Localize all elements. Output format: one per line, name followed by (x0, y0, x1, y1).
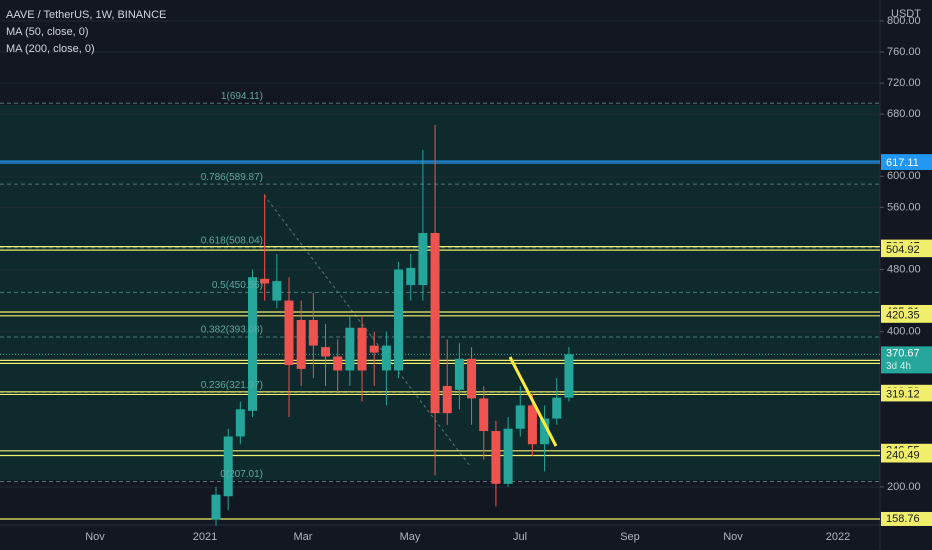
fib-label: 0.5(450.56) (212, 280, 263, 291)
candle-body (260, 278, 270, 284)
x-tick-label: Nov (723, 531, 743, 543)
price-box (881, 387, 932, 402)
last-price-box (881, 346, 932, 374)
price-box (881, 308, 932, 323)
candle-body (284, 300, 294, 366)
candle-body (296, 319, 306, 369)
x-tick-label: Nov (85, 531, 105, 543)
y-tick-label: 720.00 (887, 77, 921, 89)
x-tick-label: Sep (620, 531, 640, 543)
candle-body (235, 409, 245, 437)
price-box (881, 243, 932, 258)
price-label: 158.76 (886, 513, 920, 525)
price-box (881, 156, 932, 171)
y-tick-label: 800.00 (887, 15, 921, 27)
candle-body (381, 345, 391, 371)
x-tick-label: May (400, 531, 421, 543)
price-label: 319.12 (886, 388, 920, 400)
candle-body (394, 269, 404, 371)
candle-body (345, 327, 355, 371)
price-label: 617.11 (886, 157, 919, 169)
price-label: 504.92 (886, 244, 920, 256)
price-box (881, 448, 932, 463)
y-tick-label: 600.00 (887, 170, 921, 182)
candle-body (406, 267, 416, 286)
candle-body (442, 385, 452, 414)
trend-line (508, 356, 558, 447)
candle-body (552, 397, 562, 419)
price-label: 240.49 (886, 449, 920, 461)
y-tick-label: 400.00 (887, 326, 921, 338)
fib-zone (0, 105, 880, 480)
fib-label: 0.618(508.04) (201, 235, 263, 246)
y-tick-label: 480.00 (887, 263, 921, 275)
chart-title: AAVE / TetherUS, 1W, BINANCE (6, 9, 166, 21)
x-tick-label: 2022 (826, 531, 850, 543)
candle-body (369, 345, 379, 353)
fib-label: 0.236(321.97) (201, 380, 263, 391)
last-price-label: 370.67 (886, 347, 920, 359)
y-tick-label: 680.00 (887, 108, 921, 120)
candle-body (491, 431, 501, 484)
fib-label: 0(207.01) (220, 469, 263, 480)
fib-label: 0.786(589.87) (201, 172, 263, 183)
indicator: MA (200, close, 0) (6, 43, 95, 55)
candle-body (333, 356, 343, 371)
candle-body (479, 398, 489, 432)
candle-body (454, 358, 464, 390)
candle-body (223, 436, 233, 497)
candle-body (515, 405, 525, 429)
candle-body (564, 354, 574, 398)
x-tick-label: Jul (513, 531, 527, 543)
candle-body (357, 327, 367, 371)
y-tick-label: 200.00 (887, 481, 921, 493)
candle-body (467, 358, 477, 399)
x-tick-label: Mar (294, 531, 313, 543)
candle-body (503, 428, 513, 484)
candle-body (211, 494, 221, 520)
candle-body (321, 347, 331, 357)
candle-body (527, 405, 537, 445)
x-tick-label: 2021 (193, 531, 217, 543)
candle-body (248, 277, 258, 411)
price-box (881, 511, 932, 526)
countdown: 3d 4h (886, 361, 911, 372)
indicator: MA (50, close, 0) (6, 26, 89, 38)
y-tick-label: 560.00 (887, 201, 921, 213)
candle-body (308, 319, 318, 346)
y-tick-label: 760.00 (887, 46, 921, 58)
fib-label: 1(694.11) (221, 91, 263, 102)
price-label: 420.35 (886, 310, 920, 322)
candle-body (540, 418, 550, 445)
fib-label: 0.382(393.08) (201, 325, 263, 336)
candle-body (418, 232, 428, 286)
currency: USDT (891, 8, 921, 20)
candle-body (272, 281, 282, 301)
candle-body (430, 232, 440, 414)
fib-trend (263, 194, 471, 467)
